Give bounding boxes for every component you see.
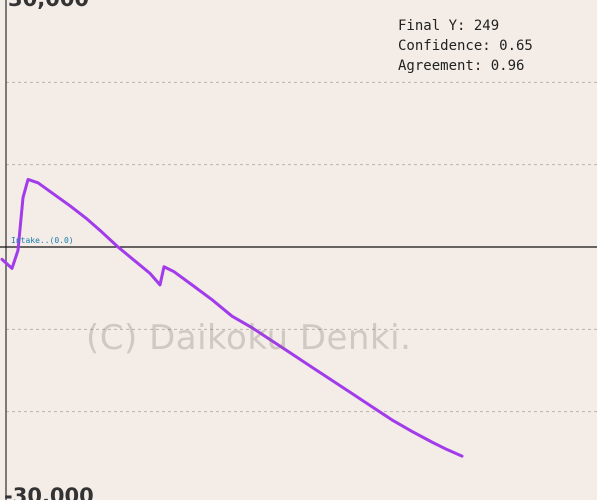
y-tick-bottom: -30,000 xyxy=(4,484,94,500)
y-tick-top: 30,000 xyxy=(8,0,89,11)
watermark: (C) Daikoku Denki. xyxy=(86,318,412,358)
series-group xyxy=(0,177,464,458)
readout-final-y: Final Y: 249 xyxy=(398,18,500,34)
readout-agreement: Agreement: 0.96 xyxy=(398,58,525,74)
series-line-0 xyxy=(0,177,464,458)
readout-confidence: Confidence: 0.65 xyxy=(398,38,533,54)
readout-panel: Final Y: 249 Confidence: 0.65 Agreement:… xyxy=(398,16,533,76)
reference-line-label: Intake..(0.0) xyxy=(11,236,74,245)
grid-lines xyxy=(6,81,597,413)
